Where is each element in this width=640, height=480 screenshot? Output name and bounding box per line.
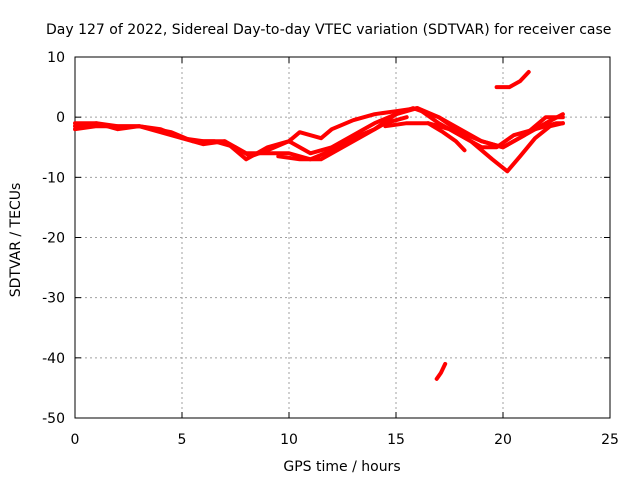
x-tick-label: 5 [178,432,187,448]
x-tick-label: 15 [387,432,405,448]
y-tick-label: 10 [47,50,65,66]
y-tick-label: -10 [42,170,65,186]
y-tick-label: -50 [42,411,65,427]
x-tick-label: 20 [494,432,512,448]
series-line-arc-3 [73,106,565,162]
chart-title: Day 127 of 2022, Sidereal Day-to-day VTE… [46,22,611,38]
series-line-arc-8 [434,361,448,381]
series-group [73,70,565,381]
y-axis-label: SDTVAR / TECUs [8,183,24,298]
series-line-arc-2 [73,106,565,162]
y-tick-label: -40 [42,351,65,367]
x-tick-label: 10 [280,432,298,448]
axis-ticks: 0 5 10 15 20 25 10 0 -10 -20 -30 -40 -50 [42,50,619,448]
x-tick-label: 0 [71,432,80,448]
series-line-arc-6 [426,121,467,153]
y-tick-label: -20 [42,231,65,247]
series-line-arc-5 [383,121,565,174]
series-line-arc-7 [494,70,531,90]
grid-lines [75,57,610,418]
x-axis-label: GPS time / hours [283,459,400,475]
y-tick-label: -30 [42,291,65,307]
x-tick-label: 25 [601,432,619,448]
y-tick-label: 0 [56,110,65,126]
series-line-arc-4 [276,115,409,162]
